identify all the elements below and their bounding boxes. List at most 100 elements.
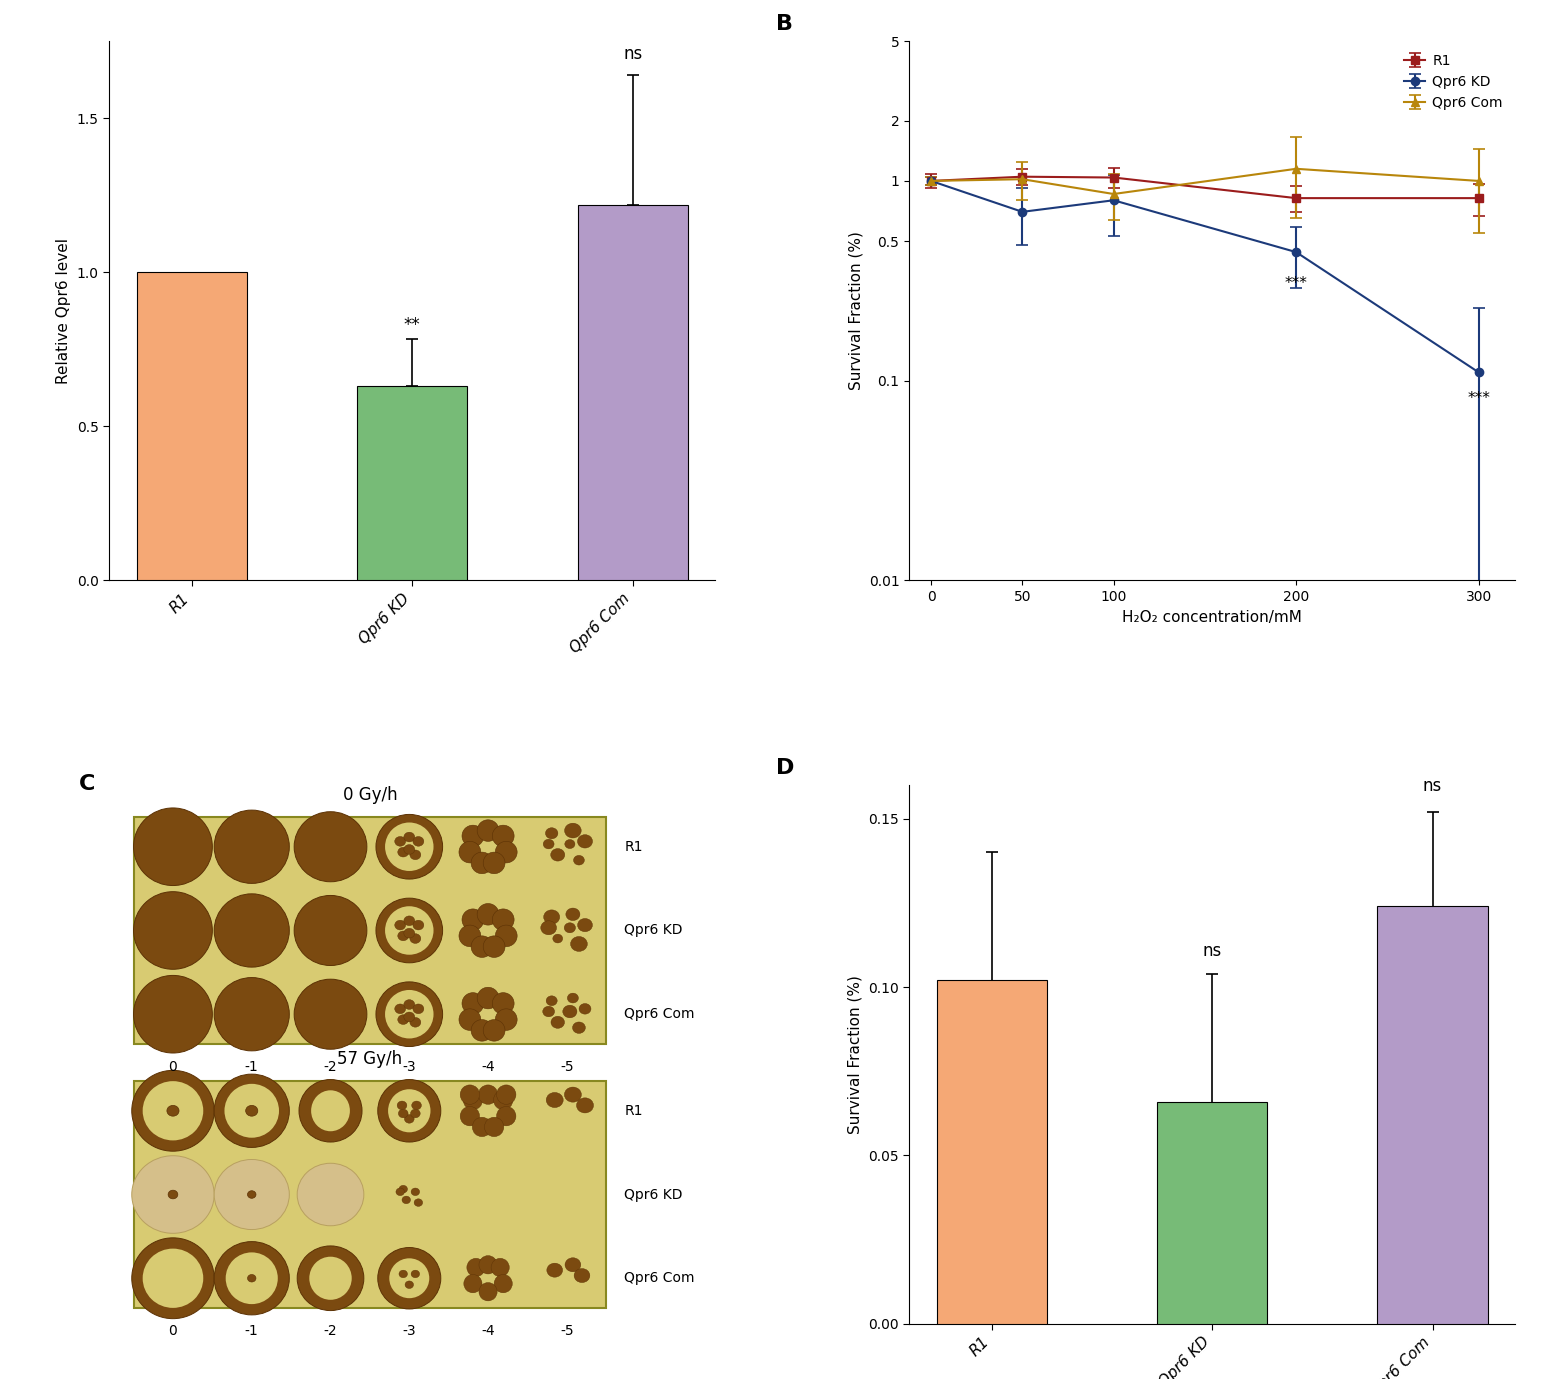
Ellipse shape <box>294 812 367 881</box>
Text: -1: -1 <box>245 1324 259 1338</box>
Ellipse shape <box>131 1238 214 1318</box>
Ellipse shape <box>311 1091 350 1131</box>
Circle shape <box>412 837 423 847</box>
Text: -3: -3 <box>403 1324 415 1338</box>
Ellipse shape <box>472 1117 492 1136</box>
Ellipse shape <box>378 1080 440 1142</box>
Circle shape <box>395 837 406 847</box>
Ellipse shape <box>134 892 212 969</box>
Ellipse shape <box>464 1274 483 1292</box>
Bar <box>1378 906 1487 1324</box>
Bar <box>134 1081 606 1307</box>
Circle shape <box>405 832 415 843</box>
Circle shape <box>411 1109 420 1118</box>
Circle shape <box>409 849 420 859</box>
Ellipse shape <box>480 1282 497 1300</box>
Circle shape <box>540 921 556 935</box>
Ellipse shape <box>478 1085 498 1105</box>
Text: B: B <box>776 14 793 34</box>
Circle shape <box>575 1269 590 1282</box>
X-axis label: H₂O₂ concentration/mM: H₂O₂ concentration/mM <box>1122 610 1303 625</box>
Circle shape <box>398 1270 408 1278</box>
Text: R1: R1 <box>625 840 644 854</box>
Circle shape <box>544 840 555 849</box>
Circle shape <box>405 1114 414 1123</box>
Legend: R1, Qpr6 KD, Qpr6 Com: R1, Qpr6 KD, Qpr6 Com <box>1400 48 1509 116</box>
Text: D: D <box>776 758 793 778</box>
Circle shape <box>553 934 562 943</box>
Text: -2: -2 <box>323 1324 337 1338</box>
Ellipse shape <box>462 909 484 931</box>
Text: **: ** <box>405 316 420 334</box>
Bar <box>358 386 467 581</box>
Circle shape <box>564 823 581 838</box>
Ellipse shape <box>387 1089 431 1132</box>
Ellipse shape <box>497 1106 515 1125</box>
Ellipse shape <box>464 1091 483 1110</box>
Text: 57 Gy/h: 57 Gy/h <box>337 1049 403 1067</box>
Bar <box>137 272 247 581</box>
Ellipse shape <box>472 852 494 874</box>
Y-axis label: Survival Fraction (%): Survival Fraction (%) <box>848 232 864 390</box>
Text: 0: 0 <box>169 1324 178 1338</box>
Ellipse shape <box>476 903 498 925</box>
Circle shape <box>547 1092 564 1107</box>
Ellipse shape <box>467 1258 486 1277</box>
Bar <box>578 204 687 581</box>
Circle shape <box>395 1004 406 1014</box>
Ellipse shape <box>494 1091 512 1110</box>
Ellipse shape <box>131 1156 214 1233</box>
Ellipse shape <box>297 1164 364 1226</box>
Ellipse shape <box>386 990 434 1038</box>
Circle shape <box>565 1258 581 1271</box>
Circle shape <box>405 1000 415 1009</box>
Circle shape <box>395 1189 405 1196</box>
Ellipse shape <box>494 1274 512 1292</box>
Circle shape <box>564 923 575 932</box>
Circle shape <box>405 928 415 938</box>
Text: ns: ns <box>623 46 642 63</box>
Text: ns: ns <box>1203 942 1221 960</box>
Text: -5: -5 <box>561 1060 573 1074</box>
Circle shape <box>405 916 415 925</box>
Ellipse shape <box>461 1085 480 1105</box>
Text: ns: ns <box>1423 778 1442 796</box>
Ellipse shape <box>134 808 212 885</box>
Circle shape <box>247 1190 256 1198</box>
Circle shape <box>567 993 578 1003</box>
Ellipse shape <box>225 1084 280 1138</box>
Circle shape <box>412 920 423 929</box>
Ellipse shape <box>462 993 484 1014</box>
Ellipse shape <box>484 1117 505 1136</box>
Circle shape <box>167 1106 180 1116</box>
Circle shape <box>562 1005 576 1018</box>
Circle shape <box>580 1004 590 1014</box>
Circle shape <box>409 934 420 943</box>
Circle shape <box>409 1018 420 1027</box>
Circle shape <box>398 1109 408 1118</box>
Text: Qpr6 Com: Qpr6 Com <box>625 1271 695 1285</box>
Ellipse shape <box>462 825 484 847</box>
Ellipse shape <box>376 898 442 963</box>
Text: 0 Gy/h: 0 Gy/h <box>342 786 397 804</box>
Ellipse shape <box>472 1019 494 1041</box>
Ellipse shape <box>386 822 434 872</box>
Text: -1: -1 <box>245 1060 259 1074</box>
Circle shape <box>576 1098 594 1113</box>
Circle shape <box>395 920 406 929</box>
Circle shape <box>414 1198 423 1207</box>
Ellipse shape <box>297 1245 364 1310</box>
Ellipse shape <box>214 894 289 967</box>
Ellipse shape <box>495 925 517 946</box>
Ellipse shape <box>214 809 289 884</box>
Y-axis label: Survival Fraction (%): Survival Fraction (%) <box>848 975 862 1134</box>
Ellipse shape <box>480 1256 497 1274</box>
Ellipse shape <box>483 852 505 874</box>
Circle shape <box>398 1186 408 1193</box>
Circle shape <box>570 936 587 952</box>
Circle shape <box>547 1263 562 1277</box>
Circle shape <box>545 827 558 838</box>
Circle shape <box>245 1106 258 1116</box>
Ellipse shape <box>459 925 481 946</box>
Text: -4: -4 <box>481 1324 495 1338</box>
